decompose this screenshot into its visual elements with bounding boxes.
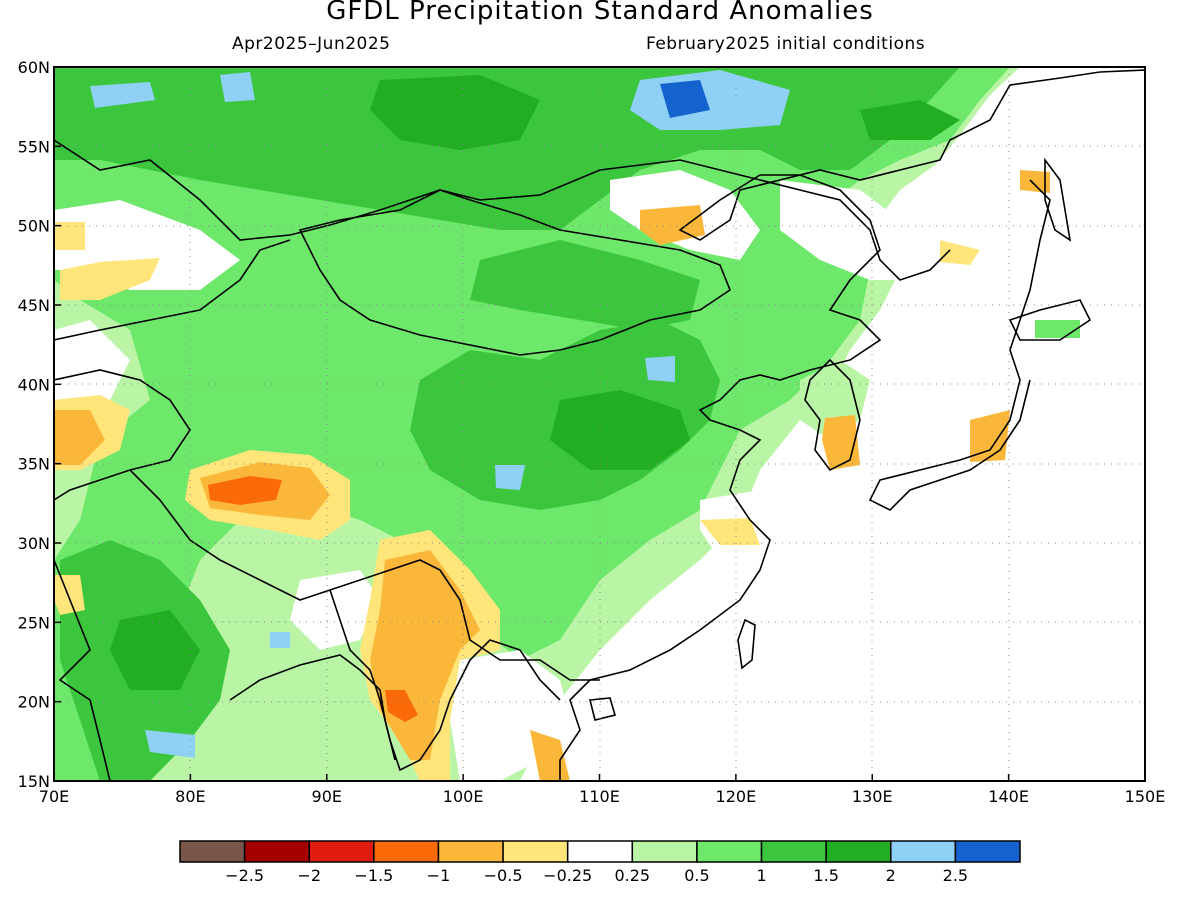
longitude-tick-label: 140E <box>988 787 1029 806</box>
anomaly-region-dark-green <box>860 100 960 140</box>
anomaly-region-dry-weak <box>1020 170 1050 193</box>
initial-conditions-label: February2025 initial conditions <box>646 34 926 54</box>
latitude-tick-label: 55N <box>18 137 50 156</box>
border-mongolia <box>298 189 731 356</box>
anomaly-region-wet-strong <box>145 730 195 758</box>
colorbar-label: −1.5 <box>354 866 393 885</box>
anomaly-region-near-normal <box>290 570 380 650</box>
latitude-tick-label: 20N <box>18 693 50 712</box>
anomaly-region-wet-strong <box>220 72 255 102</box>
colorbar-swatch <box>825 840 892 863</box>
anomaly-region-dry-moderate <box>54 410 105 465</box>
colorbar-swatch <box>502 840 569 863</box>
anomaly-region-dry-strong <box>208 476 282 505</box>
anomaly-region-wet-strong <box>495 465 525 490</box>
latitude-tick-label: 35N <box>18 455 50 474</box>
colorbar-label: 2 <box>886 866 896 885</box>
colorbar-label: 0.5 <box>684 866 709 885</box>
anomaly-region-near-normal <box>54 320 130 420</box>
colorbar-swatch <box>437 840 504 863</box>
chart-title: GFDL Precipitation Standard Anomalies <box>326 0 874 26</box>
longitude-axis: 70E 80E 90E 100E 110E 120E 130E 140E 150E <box>39 774 1166 806</box>
taiwan-coastline <box>737 618 756 670</box>
anomaly-region-dark-green <box>110 610 200 690</box>
colorbar-swatch <box>373 840 440 863</box>
anomaly-region-dry-weak <box>940 240 980 265</box>
anomaly-region-dry-weak <box>60 258 160 300</box>
latitude-tick-label: 40N <box>18 375 50 394</box>
anomaly-region-wet-strong <box>645 356 675 382</box>
colorbar-swatch <box>760 840 827 863</box>
latitude-tick-label: 30N <box>18 534 50 553</box>
border-myanmar <box>329 589 561 772</box>
longitude-tick-label: 130E <box>852 787 893 806</box>
latitude-tick-label: 60N <box>18 58 50 77</box>
longitude-tick-label: 110E <box>579 787 620 806</box>
colorbar-swatch <box>179 840 246 863</box>
coastlines-borders <box>54 69 1145 781</box>
anomaly-region-dry-strong <box>385 690 418 722</box>
colorbar-swatch <box>890 840 957 863</box>
colorbar-swatch <box>308 840 375 863</box>
anomaly-region-wet-strong <box>270 632 290 648</box>
anomaly-region-wet-strong <box>90 82 155 108</box>
anomaly-field <box>54 67 1145 781</box>
anomaly-region-dark-green <box>550 390 690 470</box>
anomaly-region-dark-green <box>370 75 540 150</box>
latitude-tick-label: 50N <box>18 217 50 236</box>
colorbar-swatch <box>696 840 763 863</box>
anomaly-region-dry-weak <box>54 222 85 250</box>
anomaly-region-dry-weak <box>700 518 760 545</box>
anomaly-region-near-normal <box>780 180 940 280</box>
colorbar: −2.5 −2 −1.5 −1 −0.5 −0.25 0.25 0.5 1 1.5 2 2.5 <box>179 840 1021 885</box>
season-label: Apr2025–Jun2025 <box>232 34 391 54</box>
anomaly-region-light-green <box>1035 320 1080 338</box>
colorbar-label: 0.25 <box>614 866 650 885</box>
colorbar-swatch <box>243 840 310 863</box>
colorbar-swatch <box>954 840 1021 863</box>
sakhalin-coastline <box>1044 157 1072 242</box>
longitude-tick-label: 80E <box>175 787 205 806</box>
border-kazakhstan <box>54 239 291 341</box>
hokkaido-coastline <box>1008 299 1092 341</box>
colorbar-label: −2.5 <box>225 866 264 885</box>
anomaly-region-green <box>470 240 700 330</box>
colorbar-label: −0.25 <box>543 866 592 885</box>
border-india <box>54 559 111 781</box>
colorbar-swatch <box>566 840 634 863</box>
border-russia <box>54 139 951 281</box>
bay-of-bengal-coast <box>229 654 396 761</box>
hainan-coastline <box>588 697 617 721</box>
border-himalaya <box>129 469 441 601</box>
border-china-south <box>439 569 600 681</box>
colorbar-swatch <box>631 840 698 863</box>
longitude-tick-label: 150E <box>1125 787 1166 806</box>
longitude-tick-label: 120E <box>716 787 757 806</box>
colorbar-label: −1 <box>427 866 451 885</box>
longitude-tick-label: 90E <box>312 787 342 806</box>
latitude-axis: 60N 55N 50N 45N 40N 35N 30N 25N 20N 15N <box>18 58 61 791</box>
anomaly-region-dry-weak <box>54 575 85 615</box>
latitude-tick-label: 15N <box>18 772 50 791</box>
latitude-tick-label: 25N <box>18 613 50 632</box>
colorbar-label: −2 <box>297 866 321 885</box>
colorbar-label: 2.5 <box>943 866 968 885</box>
colorbar-label: 1 <box>756 866 766 885</box>
colorbar-label: 1.5 <box>813 866 838 885</box>
japan-coastline <box>868 179 1051 511</box>
grid-lines <box>54 67 1145 781</box>
longitude-tick-label: 70E <box>39 787 69 806</box>
korea-coastline <box>804 358 861 472</box>
coastline <box>559 69 1145 781</box>
border-central-asia <box>54 369 191 501</box>
latitude-tick-label: 45N <box>18 296 50 315</box>
colorbar-label: −0.5 <box>484 866 523 885</box>
anomaly-region-wet-very-strong <box>660 80 710 118</box>
longitude-tick-label: 100E <box>443 787 484 806</box>
